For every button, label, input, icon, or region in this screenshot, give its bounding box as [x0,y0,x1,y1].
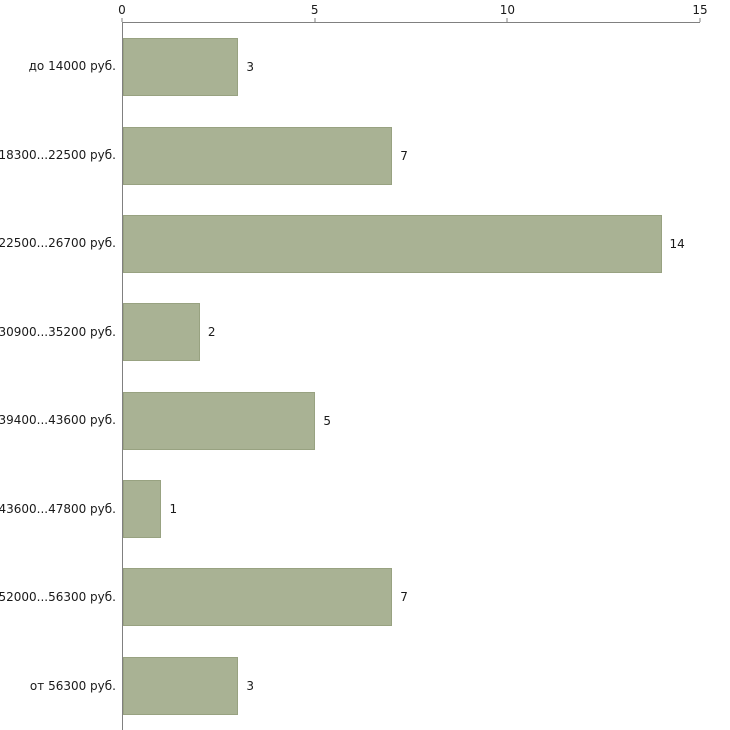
x-tick-label: 10 [499,3,515,17]
bar-value-label: 14 [669,236,685,251]
bar-row: 14 [123,200,700,288]
x-tick-label: 0 [118,3,126,17]
bar [123,568,393,627]
bar-value-label: 1 [169,502,178,517]
bar-value-label: 3 [246,60,255,75]
category-label: 18300...22500 руб. [0,147,116,162]
bar-row: 3 [123,23,700,111]
bar-value-label: 3 [246,678,255,693]
category-label: 22500...26700 руб. [0,236,116,251]
x-tick-label: 15 [692,3,708,17]
category-labels: до 14000 руб. 18300...22500 руб. 22500...2… [0,22,116,730]
x-tick-label: 5 [310,3,319,17]
x-tick-mark [506,18,508,22]
category-label: 43600...47800 руб. [0,501,116,516]
bar [123,38,239,97]
bar-value-label: 2 [207,325,216,340]
bar-row: 1 [123,465,700,553]
category-label: 30900...35200 руб. [0,324,116,339]
bar-row: 5 [123,377,700,465]
category-label: до 14000 руб. [28,59,116,74]
category-label: 52000...56300 руб. [0,590,116,605]
bar-row: 7 [123,553,700,641]
category-label: от 56300 руб. [29,678,116,693]
bar-value-label: 7 [400,148,408,163]
bar-row: 7 [123,111,700,199]
bar-row: 2 [123,288,700,376]
x-tick-mark [314,18,316,22]
bar-value-label: 5 [323,413,331,428]
bar [123,303,200,362]
category-label: 39400...43600 руб. [0,413,116,428]
bar [123,126,393,185]
bar-value-label: 7 [400,590,408,605]
bar [123,480,162,539]
bar [123,214,662,273]
x-tick-mark [121,18,123,22]
bar [123,391,316,450]
plot-area: 3 7 14 2 5 1 7 3 [122,22,700,730]
bar-row: 3 [123,642,700,730]
bar [123,656,239,715]
x-axis: 0 5 10 15 [118,0,708,22]
x-tick-mark [699,18,701,22]
